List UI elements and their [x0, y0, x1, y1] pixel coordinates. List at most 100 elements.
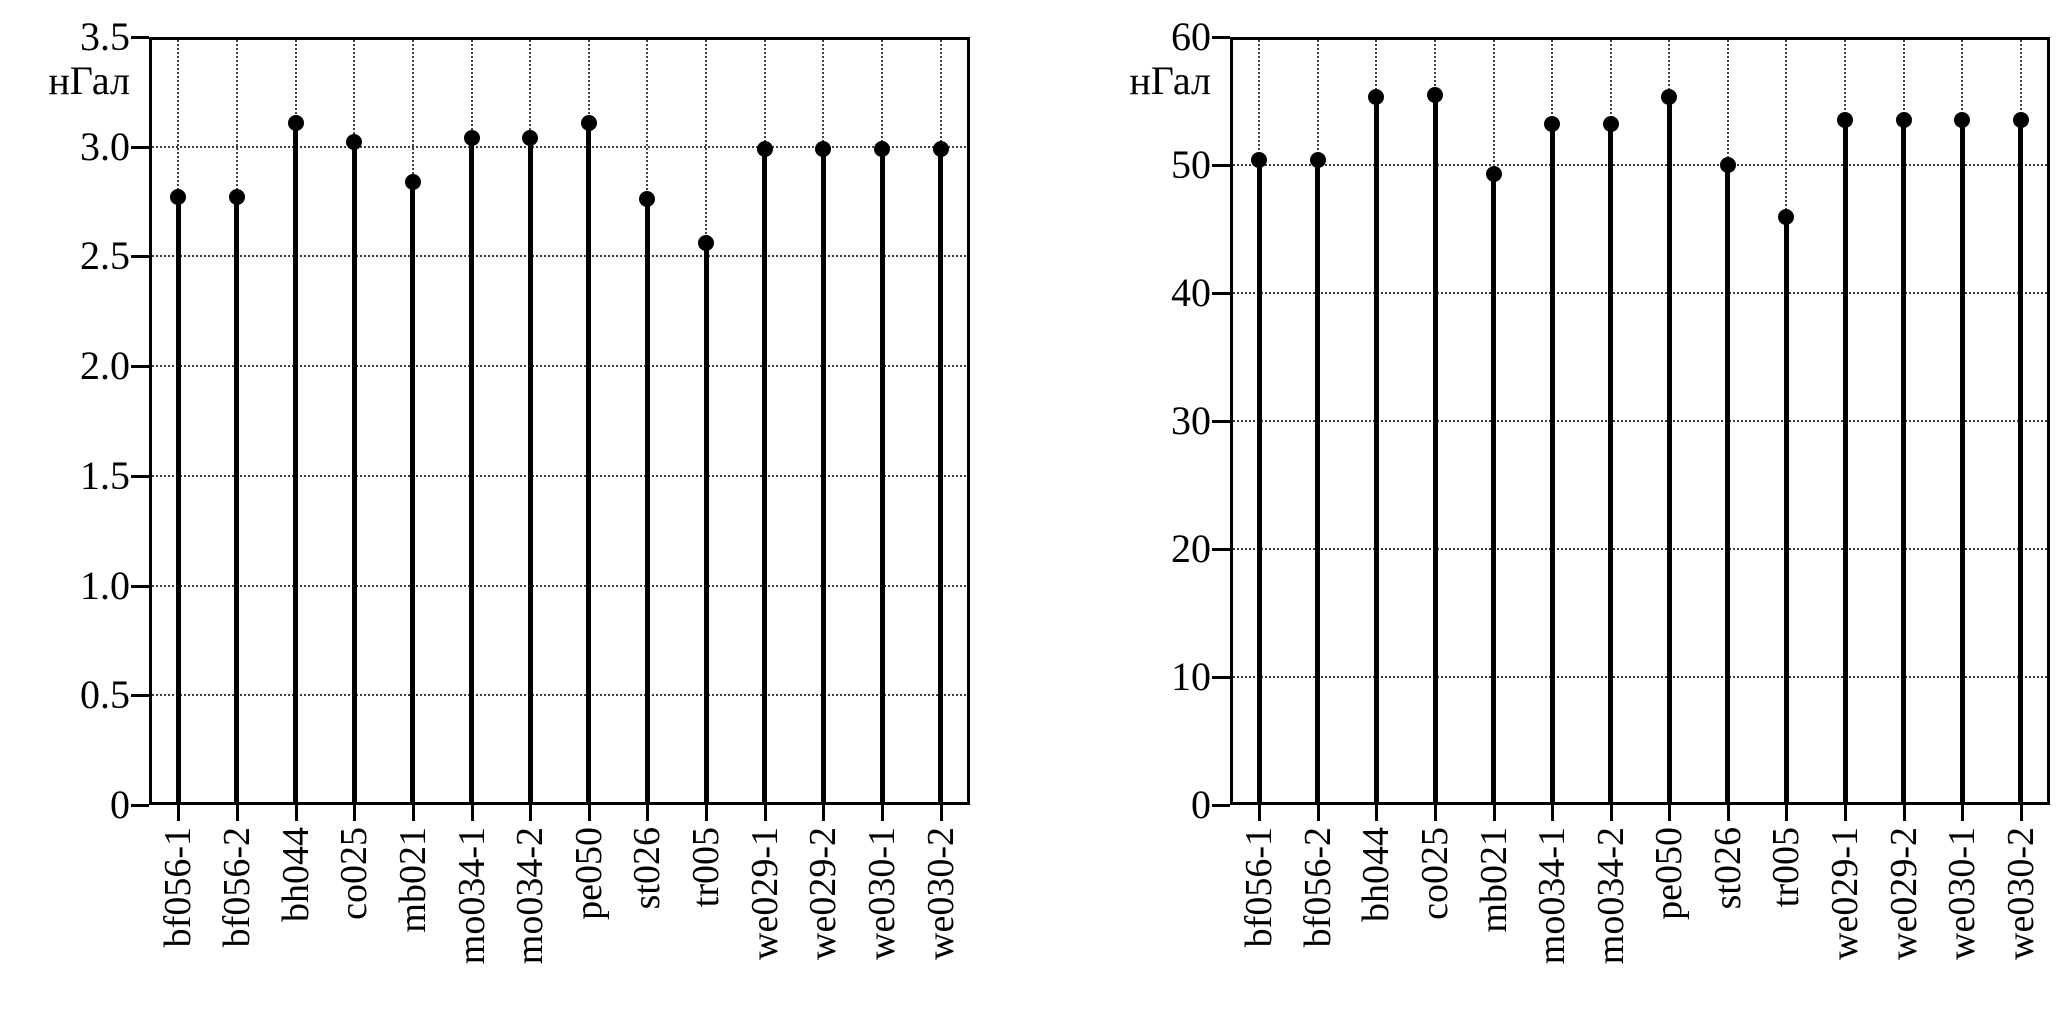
- stem-line: [175, 197, 181, 805]
- y-axis-tick-label: 3.5: [80, 14, 130, 59]
- data-point-marker: [522, 129, 539, 146]
- h-gridline: [1230, 292, 2050, 294]
- stem-line: [293, 122, 299, 805]
- stem-line: [1901, 120, 1907, 805]
- y-axis-tick: [1212, 420, 1230, 423]
- y-axis-tick: [1212, 676, 1230, 679]
- h-gridline: [1230, 676, 2050, 678]
- y-axis-tick-label: 0: [1191, 782, 1211, 827]
- y-axis-tick: [131, 365, 149, 369]
- y-axis-unit-label: нГал: [48, 58, 130, 103]
- data-point-marker: [463, 129, 480, 146]
- y-axis-tick: [1212, 36, 1230, 39]
- y-axis-tick-label: 30: [1171, 398, 1211, 443]
- data-point-marker: [1719, 157, 1736, 173]
- h-gridline: [1230, 420, 2050, 422]
- stem-line: [1432, 94, 1438, 805]
- x-axis-tick: [1961, 805, 1965, 821]
- y-axis-tick: [131, 145, 149, 149]
- x-axis-tick: [529, 805, 533, 821]
- x-axis-tick: [1434, 805, 1437, 821]
- x-axis-label: pe050: [1648, 827, 1691, 920]
- y-axis-tick: [1212, 292, 1230, 295]
- x-axis-tick: [1551, 805, 1555, 821]
- x-axis-tick: [881, 805, 885, 821]
- x-axis-label: co025: [1414, 827, 1456, 920]
- x-axis-tick: [1316, 805, 1320, 821]
- y-axis-tick: [131, 474, 149, 478]
- x-axis-tick: [2019, 805, 2023, 821]
- x-axis-label: we029-1: [1824, 827, 1866, 960]
- y-axis-tick: [1212, 548, 1230, 551]
- y-axis-unit-label: нГал: [1129, 58, 1211, 103]
- data-point-marker: [1427, 86, 1443, 103]
- data-point-marker: [170, 189, 187, 206]
- x-axis-tick: [177, 805, 181, 821]
- y-axis-tick: [1212, 164, 1230, 167]
- y-axis-tick-label: 40: [1171, 270, 1211, 315]
- data-point-marker: [932, 140, 949, 157]
- y-axis-tick-label: 1.5: [80, 452, 130, 498]
- x-axis-tick: [1785, 805, 1789, 821]
- data-point-marker: [228, 189, 245, 206]
- stem-line: [820, 148, 826, 805]
- stem-line: [1549, 124, 1555, 805]
- data-point-marker: [346, 134, 363, 151]
- data-point-marker: [1954, 112, 1971, 129]
- data-point-marker: [404, 173, 421, 190]
- y-axis-tick-label: 1.0: [80, 562, 130, 608]
- x-axis-tick: [1258, 805, 1262, 821]
- x-axis-label: tr005: [1765, 827, 1808, 908]
- x-axis-label: mo034-2: [1589, 827, 1632, 965]
- h-gridline: [149, 584, 970, 587]
- x-axis-tick: [470, 805, 474, 821]
- stem-line: [1256, 159, 1262, 805]
- x-axis-tick: [1668, 805, 1672, 821]
- data-point-marker: [1837, 112, 1853, 129]
- x-axis-label: bh044: [1355, 827, 1398, 922]
- x-axis-tick: [411, 805, 415, 821]
- plot-frame: [149, 37, 970, 805]
- x-axis-tick: [705, 805, 709, 821]
- x-axis-tick: [763, 805, 767, 821]
- stem-line: [234, 197, 240, 805]
- x-axis-tick: [1375, 805, 1379, 821]
- plot-frame: [1230, 37, 2050, 805]
- data-point-marker: [639, 191, 656, 208]
- x-axis-label: st026: [1706, 827, 1749, 910]
- data-point-marker: [287, 114, 304, 131]
- stem-line: [703, 243, 709, 805]
- y-axis-tick: [131, 804, 149, 807]
- stem-line: [1725, 165, 1731, 805]
- data-point-marker: [1895, 112, 1912, 129]
- data-point-marker: [2012, 112, 2029, 129]
- stem-line: [351, 142, 357, 805]
- data-point-marker: [580, 114, 597, 131]
- x-axis-tick: [1492, 805, 1496, 821]
- x-axis-tick: [235, 805, 239, 821]
- y-axis-tick-label: 0.5: [80, 672, 130, 718]
- data-point-marker: [1485, 165, 1502, 182]
- stem-line: [1783, 217, 1789, 805]
- y-axis-tick-label: 10: [1171, 654, 1211, 699]
- y-axis-tick-label: 20: [1171, 526, 1211, 571]
- x-axis-label: mb021: [1472, 827, 1515, 933]
- x-axis-tick: [1844, 805, 1847, 821]
- data-point-marker: [1544, 116, 1561, 133]
- y-axis-tick: [1212, 804, 1230, 807]
- data-point-marker: [1778, 209, 1795, 226]
- y-axis-tick-label: 0: [110, 782, 130, 827]
- x-axis-tick: [939, 805, 943, 821]
- data-point-marker: [1661, 89, 1678, 106]
- h-gridline: [149, 474, 970, 477]
- data-point-marker: [698, 235, 715, 252]
- y-axis-tick-label: 3.0: [80, 123, 130, 169]
- y-axis-tick-label: 60: [1171, 14, 1211, 59]
- x-axis-label: bf056-2: [1296, 827, 1339, 948]
- x-axis-label: we030-1: [1941, 827, 1984, 960]
- stem-line: [410, 181, 416, 805]
- stem-line: [762, 148, 768, 805]
- y-axis-tick: [131, 584, 149, 588]
